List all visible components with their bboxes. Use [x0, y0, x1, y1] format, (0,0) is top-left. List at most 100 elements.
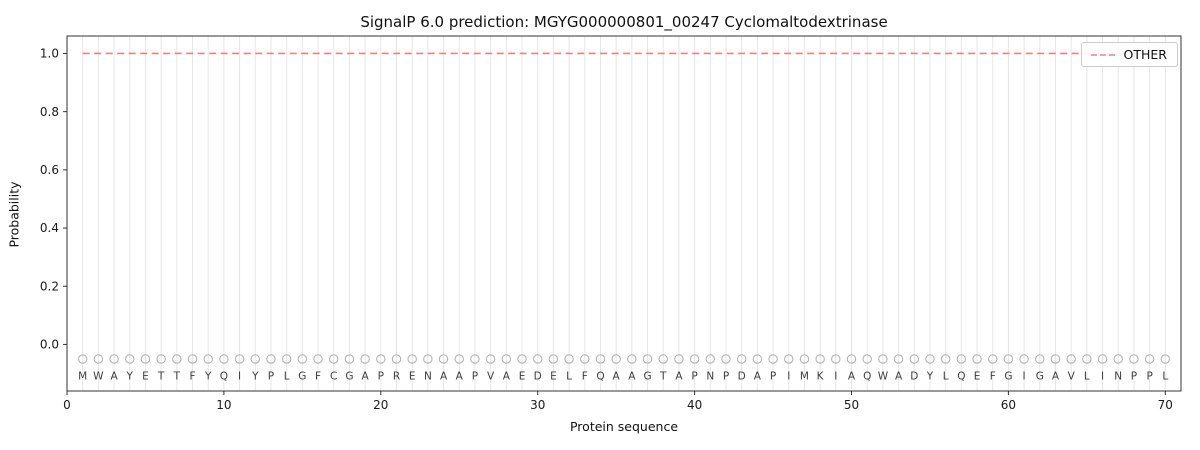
residue-marker [846, 354, 857, 364]
residue-marker [595, 354, 606, 364]
residue-letter: A [613, 370, 621, 382]
residue-marker [125, 354, 135, 364]
residue-marker [297, 354, 308, 364]
residue-letter: I [1023, 370, 1026, 382]
residue-letter: R [393, 370, 400, 382]
residue-letter: F [582, 370, 588, 382]
residue-letter: G [345, 370, 353, 382]
residue-letter: L [566, 370, 572, 382]
residue-letter: G [298, 370, 306, 382]
residue-marker [454, 354, 465, 364]
x-tick-label: 30 [530, 398, 545, 412]
y-tick-label: 1.0 [40, 47, 59, 61]
legend-other-line-icon [1090, 53, 1115, 56]
residue-marker [893, 354, 904, 364]
x-tick-label: 50 [844, 398, 859, 412]
residue-marker [956, 354, 967, 364]
residue-marker [1160, 354, 1171, 364]
residue-letter: I [238, 370, 241, 382]
residue-marker [674, 354, 684, 364]
residue-letter: Y [926, 370, 934, 382]
residue-letter: D [910, 370, 918, 382]
residue-letter: Q [957, 370, 965, 382]
residue-letter: M [78, 370, 87, 382]
residue-letter: Q [596, 370, 604, 382]
residue-letter: A [628, 370, 636, 382]
y-tick-label: 0.2 [40, 279, 59, 293]
residue-letter: A [503, 370, 511, 382]
residue-marker [1097, 354, 1108, 364]
residue-marker [611, 354, 621, 364]
residue-marker [1144, 354, 1155, 364]
residue-marker [987, 354, 998, 364]
residue-letter: V [1068, 370, 1076, 382]
residue-letter: A [895, 370, 903, 382]
residue-letter: G [1036, 370, 1044, 382]
residue-marker [234, 354, 245, 364]
residue-letter: N [424, 370, 432, 382]
residue-letter: A [848, 370, 856, 382]
residue-letter: E [142, 370, 149, 382]
residue-marker [972, 354, 982, 364]
residue-letter: P [770, 370, 776, 382]
residue-marker [407, 354, 417, 364]
residue-marker [140, 354, 151, 364]
residue-letter: F [990, 370, 996, 382]
residue-letter: I [787, 370, 790, 382]
residue-letter: P [472, 370, 478, 382]
x-tick-label: 10 [216, 398, 231, 412]
residue-marker [1066, 354, 1076, 364]
x-axis-label: Protein sequence [569, 419, 679, 434]
residue-marker [564, 354, 574, 364]
residue-letter: I [834, 370, 837, 382]
residue-letter: C [330, 370, 337, 382]
residue-marker [93, 354, 104, 364]
residue-marker [219, 354, 229, 364]
residue-letter: V [487, 370, 495, 382]
residue-letter: A [110, 370, 118, 382]
residue-marker [109, 354, 119, 364]
residue-marker [313, 354, 323, 364]
residue-marker [768, 354, 778, 364]
residue-marker [250, 354, 261, 364]
residue-letter: P [1131, 370, 1137, 382]
residue-marker [438, 354, 449, 364]
residue-marker [77, 354, 88, 364]
residue-letter: Q [220, 370, 228, 382]
residue-letter: P [691, 370, 697, 382]
residue-letter: E [550, 370, 557, 382]
residue-marker [831, 354, 841, 364]
residue-letter: E [519, 370, 526, 382]
residue-marker [925, 354, 935, 364]
residue-letter: K [817, 370, 825, 382]
y-tick-label: 0.4 [40, 221, 59, 235]
y-tick-label: 0.8 [40, 105, 59, 119]
residue-letter: Y [251, 370, 259, 382]
residue-marker [799, 354, 810, 364]
residue-marker [689, 354, 700, 364]
y-axis-label: Probability [6, 181, 22, 248]
residue-letter: A [1052, 370, 1060, 382]
residue-marker [470, 354, 480, 364]
axes-spines [66, 35, 1182, 392]
residue-marker [658, 354, 668, 364]
residue-letter: A [754, 370, 762, 382]
residue-marker [376, 354, 386, 364]
residue-letter: W [878, 370, 889, 382]
residue-marker [187, 354, 198, 364]
residue-letter: F [189, 370, 195, 382]
residue-marker [627, 354, 637, 364]
residue-marker [423, 354, 433, 364]
residue-marker [642, 354, 653, 364]
residue-letter: A [440, 370, 448, 382]
x-tick-label: 20 [373, 398, 388, 412]
residue-letter: T [157, 370, 165, 382]
residue-marker [736, 354, 747, 364]
residue-marker [548, 354, 559, 364]
residue-letter: Y [126, 370, 134, 382]
residue-marker [1019, 354, 1029, 364]
residue-marker [1113, 354, 1123, 364]
legend-other-label: OTHER [1123, 47, 1167, 62]
x-tick-label: 70 [1158, 398, 1173, 412]
residue-marker [1003, 354, 1014, 364]
